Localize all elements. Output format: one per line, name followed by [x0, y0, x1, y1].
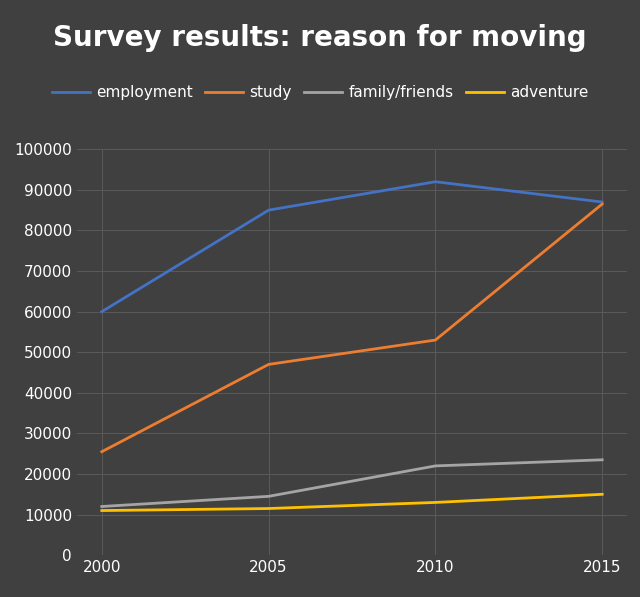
family/friends — [265, 493, 273, 500]
adventure — [98, 507, 106, 514]
family/friends — [598, 456, 606, 463]
study — [98, 448, 106, 456]
adventure — [598, 491, 606, 498]
Line: study: study — [102, 204, 602, 452]
Line: family/friends: family/friends — [102, 460, 602, 506]
Line: employment: employment — [102, 181, 602, 312]
Line: adventure: adventure — [102, 494, 602, 510]
Legend: employment, study, family/friends, adventure: employment, study, family/friends, adven… — [45, 79, 595, 106]
study — [265, 361, 273, 368]
family/friends — [431, 462, 439, 469]
family/friends — [98, 503, 106, 510]
employment — [431, 178, 439, 185]
employment — [98, 308, 106, 315]
employment — [598, 198, 606, 205]
study — [598, 201, 606, 208]
adventure — [265, 505, 273, 512]
adventure — [431, 499, 439, 506]
Text: Survey results: reason for moving: Survey results: reason for moving — [53, 24, 587, 52]
employment — [265, 207, 273, 214]
study — [431, 337, 439, 344]
